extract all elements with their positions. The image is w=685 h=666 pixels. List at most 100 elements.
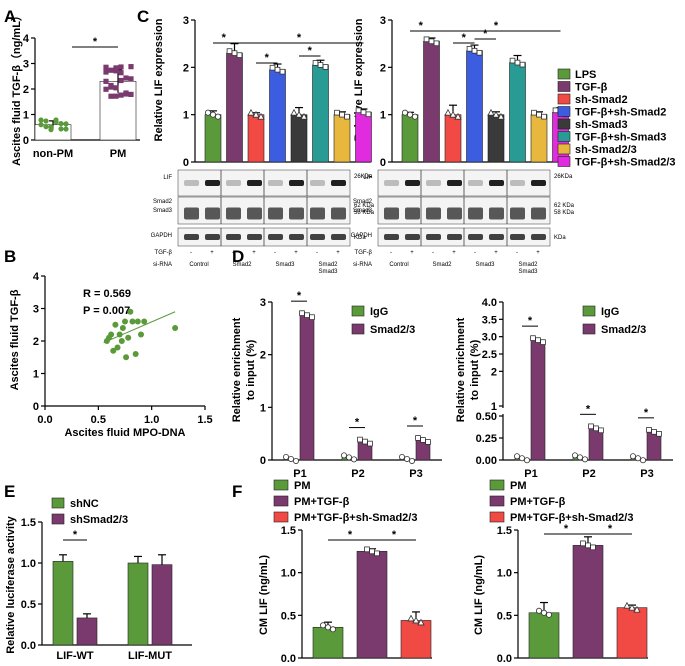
f1-legend-label: PM+TGF-β	[294, 496, 350, 508]
f1-sig-star: *	[348, 529, 353, 541]
f2-point	[546, 611, 553, 618]
c1-blot-band	[205, 234, 220, 240]
c1-blot-band	[205, 207, 220, 220]
c2-point	[406, 111, 413, 118]
f1-ytick-label: 1.0	[281, 568, 296, 580]
d1-point	[299, 310, 305, 316]
d2-point	[635, 455, 642, 462]
c-legend-swatch	[557, 68, 571, 80]
c1-point	[317, 62, 324, 68]
f2-legend-swatch	[489, 479, 505, 491]
c1-sirna-label: si-RNA	[153, 262, 172, 268]
panel-label-e: E	[4, 482, 15, 501]
c1-point	[300, 112, 308, 120]
e-bar-shnc	[52, 561, 74, 646]
d2-point	[535, 337, 541, 343]
c2-tgf-sign: +	[494, 250, 498, 256]
c1-point	[252, 110, 260, 118]
d2-point	[540, 339, 546, 345]
c1-point	[231, 50, 238, 56]
c1-point	[339, 111, 345, 118]
a-point	[108, 67, 114, 73]
d1-point	[398, 453, 405, 460]
c2-point	[444, 108, 452, 116]
c1-point	[274, 66, 281, 73]
c-legend-swatch	[557, 93, 571, 105]
a-ylabel: Ascites fluid TGF-β（ng/mL）	[10, 10, 23, 166]
c1-ytick-label: 1	[183, 110, 189, 122]
a-point	[43, 118, 49, 124]
d2-ytick-label: 2	[491, 366, 497, 378]
d2-point	[598, 427, 604, 434]
panel-label-a: A	[4, 7, 16, 26]
c1-point	[365, 111, 372, 118]
d2-ytick-label: 3.5	[482, 314, 497, 326]
c-legend-swatch	[557, 143, 571, 155]
c1-blot-band	[226, 207, 241, 220]
f1-point	[364, 546, 370, 553]
d2-legend-label: Smad2/3	[601, 324, 646, 336]
d1-legend-label: Smad2/3	[370, 324, 415, 336]
c2-point	[541, 113, 547, 120]
b-point	[119, 325, 126, 331]
c2-bar	[509, 62, 526, 163]
d1-legend-swatch	[351, 305, 365, 317]
a-point	[128, 91, 134, 98]
f2-legend-swatch	[489, 495, 505, 507]
c2-ytick-label: 0	[380, 157, 386, 169]
f2-point	[633, 605, 641, 613]
c1-point	[355, 107, 362, 114]
a-point	[103, 69, 109, 75]
a-point	[58, 120, 64, 127]
b-point	[125, 334, 132, 341]
a-point	[103, 78, 109, 84]
a-point	[48, 124, 54, 130]
c1-blot-band	[226, 234, 241, 240]
c1-blot-band	[310, 234, 325, 240]
c2-blot-band	[531, 234, 546, 240]
c1-point	[322, 64, 329, 70]
f1-legend-label: PM+TGF-β+sh-Smad2/3	[294, 512, 417, 524]
e-ytick-label: 0.5	[21, 599, 36, 611]
c-legend-swatch	[557, 81, 571, 92]
c1-ylabel: Relative LIF expression	[153, 18, 165, 141]
c-legend-label: sh-Smad2/3	[575, 144, 637, 156]
d1-legend-label: IgG	[370, 306, 388, 318]
d1-ytick-label: 1	[260, 402, 266, 414]
b-ytick-label: 0	[33, 401, 39, 413]
c2-point	[531, 109, 537, 116]
c1-blot-band	[331, 207, 346, 220]
c1-tgf-label: TGF-β	[155, 250, 173, 256]
d1-point	[415, 435, 421, 441]
d2-point	[582, 456, 589, 463]
c1-blot-band	[310, 180, 325, 186]
f2-legend-label: PM	[510, 480, 527, 492]
c2-tgf-sign: +	[536, 250, 540, 256]
c2-sig-star: *	[419, 20, 424, 32]
c1-ytick-label: 2	[183, 62, 189, 74]
b-ytick-label: 3	[33, 304, 39, 316]
b-ytick-label: 2	[33, 336, 39, 348]
c1-blot-band	[268, 234, 283, 240]
f2-point	[623, 601, 631, 609]
c2-point	[471, 47, 478, 54]
a-ytick-label: 3	[23, 59, 29, 71]
c2-point	[497, 112, 505, 120]
a-xtick-pm: PM	[110, 148, 127, 160]
c1-blot-size: KDa	[354, 235, 366, 241]
c2-blot-size: KDa	[554, 235, 566, 241]
e-legend-swatch	[51, 497, 65, 509]
c-legend-swatch	[557, 131, 571, 142]
a-xtick-nonpm: non-PM	[33, 148, 73, 160]
d2-ytick-label: 0.25	[476, 433, 497, 445]
c2-group-label: Control	[389, 262, 408, 268]
a-point	[108, 82, 114, 89]
c1-bar	[355, 112, 372, 163]
c1-tgf-sign: -	[316, 250, 318, 256]
a-point	[118, 64, 124, 70]
c2-blot-band	[447, 234, 462, 240]
c2-blot-band	[426, 180, 441, 186]
d1-ylabel-2: to input (%)	[245, 339, 257, 400]
b-point	[127, 308, 134, 315]
b-point	[172, 325, 179, 331]
